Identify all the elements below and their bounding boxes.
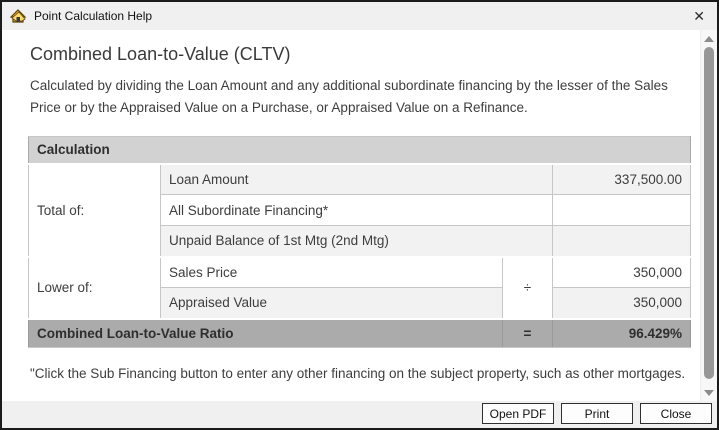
row-item-label: Sales Price	[160, 255, 503, 288]
table-header-row: Calculation	[28, 136, 691, 165]
row-item-label: Appraised Value	[160, 287, 503, 319]
window-title: Point Calculation Help	[34, 9, 153, 23]
scrollbar-thumb[interactable]	[704, 47, 714, 379]
close-button[interactable]: Close	[640, 403, 712, 424]
equals-operator: =	[502, 317, 553, 348]
row-item-label: Unpaid Balance of 1st Mtg (2nd Mtg)	[160, 225, 553, 257]
vertical-scrollbar[interactable]	[700, 30, 717, 401]
cltv-calculation-table: Calculation Total of: Loan Amount 337,50…	[28, 136, 691, 348]
scrollbar-down-arrow-icon[interactable]	[704, 390, 714, 396]
table-row-loan-amount: Total of: Loan Amount 337,500.00	[28, 163, 691, 257]
row-item-label: All Subordinate Financing*	[160, 194, 553, 226]
row-value: 337,500.00	[552, 163, 691, 195]
table-row-sales-price: Lower of: Sales Price ÷ 350,000	[28, 255, 691, 319]
table-row-sub-financing: All Subordinate Financing*	[29, 194, 691, 226]
table-row-appraised-value: Appraised Value 350,000	[29, 287, 691, 319]
app-logo-icon	[10, 9, 27, 23]
cltv-ratio-result: 96.429%	[552, 317, 691, 348]
group-label-total-of: Total of:	[28, 163, 161, 257]
page-title: Combined Loan-to-Value (CLTV)	[30, 44, 291, 64]
group-label-lower-of: Lower of:	[28, 255, 161, 319]
table-header-label: Calculation	[28, 136, 691, 165]
scrollbar-up-arrow-icon[interactable]	[704, 36, 714, 42]
dialog-body: Combined Loan-to-Value (CLTV) Calculated…	[2, 30, 717, 401]
footer-label: Combined Loan-to-Value Ratio	[28, 317, 503, 348]
table-row-unpaid-balance: Unpaid Balance of 1st Mtg (2nd Mtg)	[29, 225, 691, 257]
titlebar: Point Calculation Help ✕	[2, 2, 717, 30]
close-icon[interactable]: ✕	[693, 8, 705, 24]
row-value: 350,000	[552, 255, 691, 288]
table-footer-row: Combined Loan-to-Value Ratio = 96.429%	[28, 317, 691, 348]
print-button[interactable]: Print	[561, 403, 633, 424]
row-value: 350,000	[552, 287, 691, 319]
row-value	[552, 194, 691, 226]
dialog-button-bar: Open PDF Print Close	[2, 401, 717, 428]
row-value	[552, 225, 691, 257]
row-item-label: Loan Amount	[160, 163, 553, 195]
help-content: Combined Loan-to-Value (CLTV) Calculated…	[2, 30, 700, 401]
open-pdf-button[interactable]: Open PDF	[482, 403, 554, 424]
divide-operator: ÷	[502, 255, 553, 319]
cltv-description: Calculated by dividing the Loan Amount a…	[30, 78, 668, 115]
sub-financing-footnote: "Click the Sub Financing button to enter…	[30, 366, 686, 381]
